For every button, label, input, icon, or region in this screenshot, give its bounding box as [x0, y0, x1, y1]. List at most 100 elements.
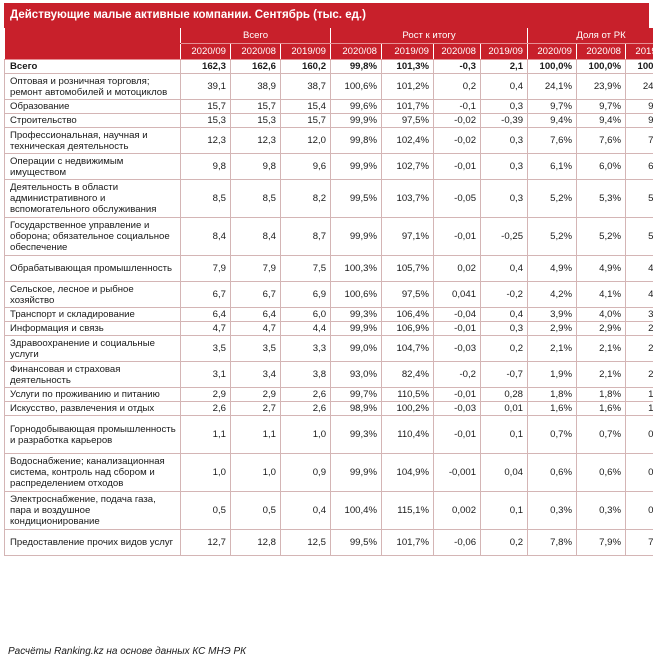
table-cell: 2,7% — [625, 321, 653, 336]
table-cell: 12,5 — [280, 529, 332, 556]
table-cell: -0,001 — [433, 453, 482, 492]
table-cell: 0,4 — [280, 491, 332, 530]
table-cell: 2,4% — [625, 361, 653, 388]
table-cell: 160,2 — [280, 59, 332, 74]
table-cell: 99,3% — [330, 307, 383, 322]
header-corner-sub — [4, 43, 181, 60]
table-row: Транспорт и складирование 6,4 6,4 6,0 99,3% 1… — [4, 307, 653, 322]
table-cell: 4,3% — [625, 281, 653, 308]
table-cell: 9,4% — [527, 113, 578, 128]
table-cell: 0,5 — [180, 491, 231, 530]
table-cell: 0,3 — [480, 99, 529, 114]
table-cell: 24,1% — [527, 73, 578, 100]
table-cell: 5,4% — [625, 217, 653, 256]
row-label: Сельское, лесное и рыбное хозяйство — [4, 281, 181, 308]
table-cell: 100,3% — [330, 255, 383, 282]
table-cell: -0,2 — [480, 281, 529, 308]
row-label: Здравоохранение и социальные услуги — [4, 335, 181, 362]
table-cell: 5,1% — [625, 179, 653, 218]
table-row: Электроснабжение, подача газа, пара и во… — [4, 491, 653, 530]
table-cell: 104,7% — [381, 335, 435, 362]
table-cell: 2,9% — [527, 321, 578, 336]
table-cell: 115,1% — [381, 491, 435, 530]
table-row: Государственное управление и оборона; об… — [4, 217, 653, 256]
table-cell: 100,6% — [330, 73, 383, 100]
table-cell: 3,5 — [230, 335, 281, 362]
table-cell: -0,02 — [433, 127, 482, 154]
table-cell: -0,03 — [433, 401, 482, 416]
table-cell: 2,6 — [280, 401, 332, 416]
table-cell: 0,1 — [480, 415, 529, 454]
table-cell: 38,7 — [280, 73, 332, 100]
row-label: Операции с недвижимым имуществом — [4, 153, 181, 180]
table-cell: 6,0 — [280, 307, 332, 322]
table-cell: 5,2% — [576, 217, 627, 256]
table-cell: 6,9 — [280, 281, 332, 308]
table-cell: 97,5% — [381, 281, 435, 308]
table-cell: 4,7% — [625, 255, 653, 282]
table-row: Предоставление прочих видов услуг 12,7 12,… — [4, 529, 653, 556]
total-row: Всего 162,3 162,6 160,2 99,8% 101,3% -0,3 2,1 10… — [4, 59, 653, 74]
row-label: Оптовая и розничная торговля; ремонт авт… — [4, 73, 181, 100]
table-cell: -0,01 — [433, 415, 482, 454]
table-row: Профессиональная, научная и техническая … — [4, 127, 653, 154]
table-cell: 12,3 — [230, 127, 281, 154]
table-cell: -0,1 — [433, 99, 482, 114]
row-label: Строительство — [4, 113, 181, 128]
table-cell: 4,7 — [230, 321, 281, 336]
table-cell: 2,9 — [230, 387, 281, 402]
table-cell: 6,7 — [180, 281, 231, 308]
table-cell: 1,8% — [527, 387, 578, 402]
table-row: Услуги по проживанию и питанию 2,9 2,9 2,6 9… — [4, 387, 653, 402]
table-cell: 1,0 — [230, 453, 281, 492]
table-cell: 9,7% — [576, 99, 627, 114]
table-cell: 101,3% — [381, 59, 435, 74]
table-cell: 98,9% — [330, 401, 383, 416]
table-cell: 5,2% — [527, 179, 578, 218]
table-cell: 38,9 — [230, 73, 281, 100]
period-header: 2020/08 — [230, 43, 281, 60]
table-cell: 99,3% — [330, 415, 383, 454]
table-cell: 12,3 — [180, 127, 231, 154]
row-label: Всего — [4, 59, 181, 74]
table-cell: 102,7% — [381, 153, 435, 180]
header-group-row: Всего Рост к итогу Доля от РК — [4, 28, 653, 44]
row-label: Обрабатывающая промышленность — [4, 255, 181, 282]
table-cell: 9,8 — [230, 153, 281, 180]
period-header: 2019/09 — [381, 43, 435, 60]
table-cell: 1,7% — [625, 387, 653, 402]
table-cell: 0,6% — [625, 415, 653, 454]
table-cell: 7,8% — [527, 529, 578, 556]
table-cell: 100,2% — [381, 401, 435, 416]
table-cell: 8,2 — [280, 179, 332, 218]
table-cell: 102,4% — [381, 127, 435, 154]
table-cell: 103,7% — [381, 179, 435, 218]
table-row: Строительство 15,3 15,3 15,7 99,9% 97,5% -0,02… — [4, 113, 653, 128]
table-cell: 9,8% — [625, 113, 653, 128]
table-cell: 5,3% — [576, 179, 627, 218]
table-cell: 8,4 — [230, 217, 281, 256]
period-header: 2019/09 — [280, 43, 332, 60]
table-cell: -0,25 — [480, 217, 529, 256]
table-cell: 0,02 — [433, 255, 482, 282]
table-cell: 106,4% — [381, 307, 435, 322]
table-cell: 99,0% — [330, 335, 383, 362]
row-label: Информация и связь — [4, 321, 181, 336]
table-cell: 0,9 — [280, 453, 332, 492]
table-cell: -0,03 — [433, 335, 482, 362]
table-cell: 100,0% — [576, 59, 627, 74]
group-header-total: Всего — [180, 28, 332, 44]
table-cell: 0,4 — [480, 73, 529, 100]
table-cell: -0,01 — [433, 217, 482, 256]
table-cell: 7,9 — [180, 255, 231, 282]
table-cell: 104,9% — [381, 453, 435, 492]
table-cell: -0,04 — [433, 307, 482, 322]
table-row: Оптовая и розничная торговля; ремонт авт… — [4, 73, 653, 100]
table-cell: 4,2% — [527, 281, 578, 308]
table-cell: 0,7% — [576, 415, 627, 454]
table-cell: 4,9% — [576, 255, 627, 282]
period-header: 2020/09 — [180, 43, 231, 60]
table-cell: 0,1 — [480, 491, 529, 530]
row-label: Профессиональная, научная и техническая … — [4, 127, 181, 154]
table-cell: 99,9% — [330, 321, 383, 336]
